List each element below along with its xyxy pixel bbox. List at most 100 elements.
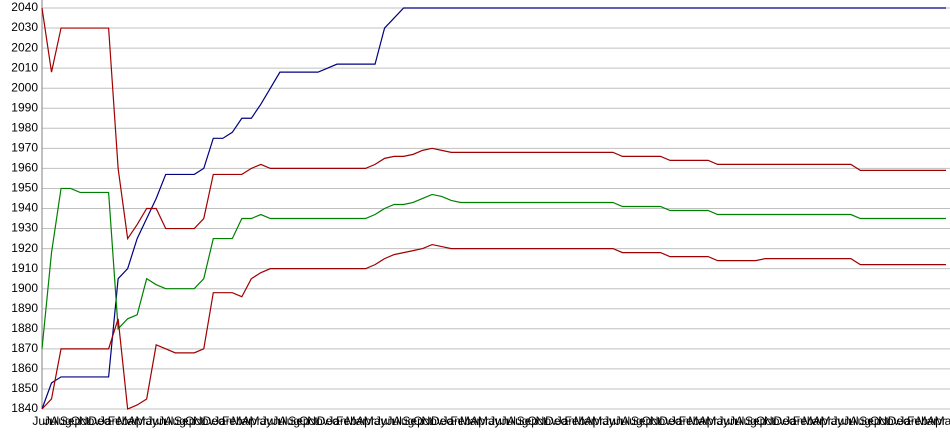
x-tick-label: Mar <box>574 414 595 428</box>
x-tick-label: Nov <box>764 414 785 428</box>
x-tick-label: Dec <box>888 414 909 428</box>
x-tick-label: Sep <box>174 414 196 428</box>
x-tick-label: Oct <box>870 414 889 428</box>
x-tick-label: Apr <box>128 414 147 428</box>
x-tick-label: May <box>478 414 501 428</box>
x-tick-label: Sep <box>402 414 424 428</box>
x-tick-label: Sep <box>60 414 82 428</box>
x-tick-label: Oct <box>185 414 204 428</box>
x-tick-label: Jul <box>386 414 401 428</box>
x-tick-label: Mar <box>917 414 938 428</box>
x-tick-label: Jan <box>556 414 575 428</box>
x-tick-label: Jun <box>832 414 851 428</box>
y-tick-label: 1990 <box>11 100 38 114</box>
x-tick-label: Feb <box>793 414 814 428</box>
x-tick-label: Nov <box>650 414 671 428</box>
y-tick-label: 1870 <box>11 341 38 355</box>
x-tick-label: Nov <box>307 414 328 428</box>
y-tick-label: 1940 <box>11 201 38 215</box>
x-tick-label: Sep <box>517 414 539 428</box>
x-tick-label: Apr <box>699 414 718 428</box>
x-tick-label: Jul <box>272 414 287 428</box>
x-tick-label: Jun <box>717 414 736 428</box>
x-tick-label: May <box>935 414 950 428</box>
x-tick-label: Jun <box>375 414 394 428</box>
x-tick-label: May <box>250 414 273 428</box>
x-tick-label: Jun <box>261 414 280 428</box>
x-tick-label: Nov <box>421 414 442 428</box>
x-tick-label: Apr <box>813 414 832 428</box>
x-tick-label: Feb <box>907 414 928 428</box>
y-tick-label: 1880 <box>11 321 38 335</box>
x-tick-label: Feb <box>450 414 471 428</box>
x-tick-label: Feb <box>565 414 586 428</box>
y-tick-label: 1960 <box>11 161 38 175</box>
series-line <box>41 7 946 241</box>
x-tick-label: May <box>592 414 615 428</box>
x-tick-label: Aug <box>393 414 414 428</box>
x-tick-label: Jun <box>147 414 166 428</box>
y-tick-label: 2000 <box>11 80 38 94</box>
x-tick-label: Mar <box>346 414 367 428</box>
x-tick-label: Sep <box>631 414 653 428</box>
x-tick-label: Oct <box>642 414 661 428</box>
x-tick-label: Aug <box>735 414 756 428</box>
x-tick-label: Apr <box>470 414 489 428</box>
x-tick-label: Jan <box>441 414 460 428</box>
x-tick-label: Nov <box>536 414 557 428</box>
x-tick-label: Feb <box>336 414 357 428</box>
x-tick-label: Apr <box>585 414 604 428</box>
x-tick-label: Jan <box>213 414 232 428</box>
y-tick-label: 2030 <box>11 20 38 34</box>
x-tick-label: May <box>135 414 158 428</box>
x-tick-label: Jan <box>99 414 118 428</box>
series-line <box>41 187 946 349</box>
x-tick-label: Jul <box>158 414 173 428</box>
x-tick-label: May <box>706 414 729 428</box>
x-tick-label: Sep <box>288 414 310 428</box>
y-tick-label: 1930 <box>11 221 38 235</box>
x-tick-label: Jul <box>44 414 59 428</box>
x-tick-label: Mar <box>688 414 709 428</box>
x-tick-label: Sep <box>859 414 881 428</box>
x-tick-label: Jul <box>729 414 744 428</box>
y-tick-label: 1900 <box>11 281 38 295</box>
x-tick-label: Jan <box>670 414 689 428</box>
x-tick-label: Feb <box>679 414 700 428</box>
x-tick-label: Aug <box>279 414 300 428</box>
x-tick-label: Nov <box>878 414 899 428</box>
y-tick-label: 1860 <box>11 361 38 375</box>
x-tick-label: Jul <box>615 414 630 428</box>
x-tick-label: May <box>820 414 843 428</box>
x-tick-label: Dec <box>203 414 224 428</box>
x-tick-label: Jan <box>784 414 803 428</box>
x-tick-label: Dec <box>431 414 452 428</box>
x-tick-label: Aug <box>507 414 528 428</box>
series-line <box>41 243 946 410</box>
y-tick-label: 1970 <box>11 141 38 155</box>
x-tick-label: Mar <box>802 414 823 428</box>
x-tick-label: Dec <box>774 414 795 428</box>
x-tick-label: Oct <box>413 414 432 428</box>
x-tick-label: Dec <box>545 414 566 428</box>
x-tick-label: Aug <box>621 414 642 428</box>
x-tick-label: Oct <box>756 414 775 428</box>
y-tick-label: 1950 <box>11 181 38 195</box>
x-tick-label: Aug <box>850 414 871 428</box>
x-tick-label: Nov <box>79 414 100 428</box>
x-tick-label: Aug <box>50 414 71 428</box>
x-tick-label: Mar <box>231 414 252 428</box>
x-tick-label: Dec <box>88 414 109 428</box>
x-tick-label: Apr <box>927 414 946 428</box>
x-tick-label: Apr <box>242 414 261 428</box>
y-tick-label: 1910 <box>11 261 38 275</box>
y-tick-label: 2010 <box>11 60 38 74</box>
series-line <box>41 7 946 410</box>
y-tick-label: 1890 <box>11 301 38 315</box>
x-tick-label: Nov <box>193 414 214 428</box>
y-tick-label: 1850 <box>11 381 38 395</box>
x-tick-label: Oct <box>71 414 90 428</box>
x-tick-label: Jun <box>32 414 51 428</box>
x-tick-label: Jan <box>327 414 346 428</box>
